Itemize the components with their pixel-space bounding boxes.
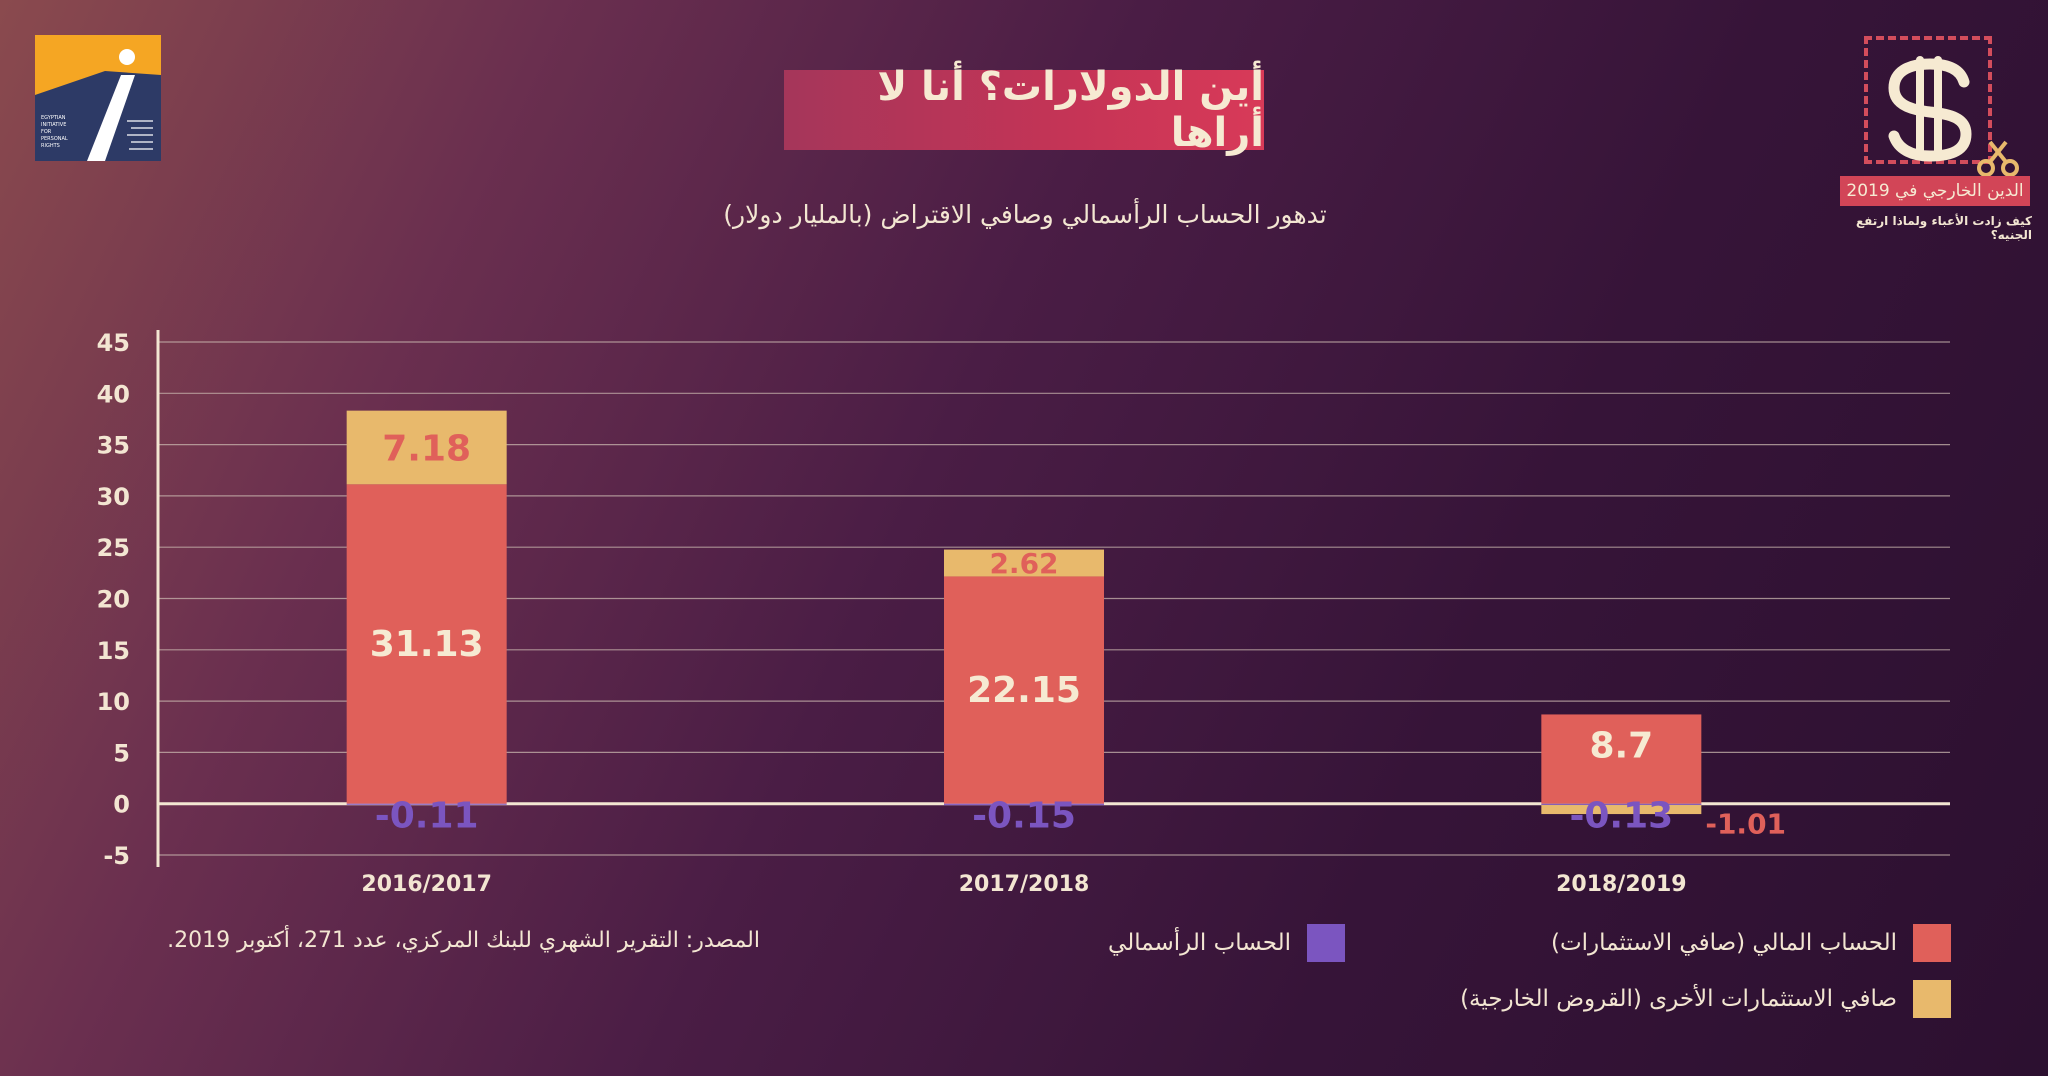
bar-financial-account	[1541, 714, 1702, 804]
data-label-capital-account: -0.15	[972, 796, 1076, 837]
badge-caption: كيف زادت الأعباء ولماذا ارتفع الجنيه؟	[1855, 214, 2032, 242]
x-tick-label: 2017/2018	[959, 872, 1090, 897]
chart-title: أين الدولارات؟ أنا لا أراها	[877, 64, 1264, 156]
legend-swatch	[1913, 924, 1951, 962]
y-tick-label: 15	[97, 637, 130, 665]
logo-text-line: INITIATIVE	[41, 122, 66, 128]
data-label-other-investments: 2.62	[989, 547, 1058, 580]
legend-item-capital-account: الحساب الرأسمالي	[1108, 924, 1345, 962]
logo-text-line: FOR	[41, 129, 52, 135]
x-tick-label: 2018/2019	[1556, 872, 1687, 897]
badge-label: الدين الخارجي في 2019	[1840, 176, 2030, 206]
y-tick-label: 0	[113, 791, 130, 819]
legend-label: صافي الاستثمارات الأخرى (القروض الخارجية…	[1460, 986, 1897, 1012]
y-tick-label: 5	[113, 739, 130, 767]
bar-capital-account	[1541, 803, 1702, 806]
y-tick-label: 30	[97, 483, 130, 511]
data-label-financial-account: 31.13	[370, 624, 484, 665]
data-label-other-investments: 7.18	[382, 428, 471, 469]
bar-other-investments	[346, 410, 507, 485]
legend-swatch	[1307, 924, 1345, 962]
chart-subtitle: تدهور الحساب الرأسمالي وصافي الاقتراض (ب…	[723, 200, 1327, 229]
y-tick-label: 35	[97, 432, 130, 460]
logo-text-line: PERSONAL	[41, 136, 68, 142]
chart-title-box: أين الدولارات؟ أنا لا أراها	[784, 64, 1264, 156]
y-tick-label: 45	[97, 329, 130, 357]
logo-text-line: RIGHTS	[41, 143, 60, 149]
bar-financial-account	[944, 576, 1104, 804]
y-tick-label: 20	[97, 586, 130, 614]
bar-other-investments	[1541, 803, 1702, 815]
y-tick-label: -5	[103, 842, 130, 870]
legend-label: الحساب المالي (صافي الاستثمارات)	[1551, 930, 1897, 956]
bar-other-investments	[944, 549, 1104, 577]
legend-item-financial-account: الحساب المالي (صافي الاستثمارات)	[1551, 924, 1951, 962]
y-tick-label: 25	[97, 534, 130, 562]
legend-item-other-investments: صافي الاستثمارات الأخرى (القروض الخارجية…	[1460, 980, 1951, 1018]
dollar-scissors-icon	[1888, 56, 2019, 177]
legend-label: الحساب الرأسمالي	[1108, 930, 1291, 956]
source-note: المصدر: التقرير الشهري للبنك المركزي، عد…	[167, 928, 760, 953]
legend-swatch	[1913, 980, 1951, 1018]
data-label-financial-account: 8.7	[1589, 725, 1653, 766]
y-tick-label: 40	[97, 380, 130, 408]
data-label-other-investments: -1.01	[1705, 808, 1786, 841]
data-label-capital-account: -0.11	[375, 796, 479, 837]
eipr-logo: EGYPTIAN INITIATIVE FOR PERSONAL RIGHTS	[35, 35, 161, 161]
bar-capital-account	[346, 803, 507, 805]
badge-dashed-frame	[1864, 36, 1992, 164]
external-debt-badge: الدين الخارجي في 2019 كيف زادت الأعباء و…	[1830, 30, 2035, 242]
data-label-financial-account: 22.15	[967, 670, 1081, 711]
bar-capital-account	[944, 803, 1104, 806]
data-label-capital-account: -0.13	[1569, 796, 1673, 837]
logo-text-line: EGYPTIAN	[41, 115, 66, 121]
x-tick-label: 2016/2017	[361, 872, 492, 897]
bar-financial-account	[346, 484, 507, 804]
y-tick-label: 10	[97, 688, 130, 716]
